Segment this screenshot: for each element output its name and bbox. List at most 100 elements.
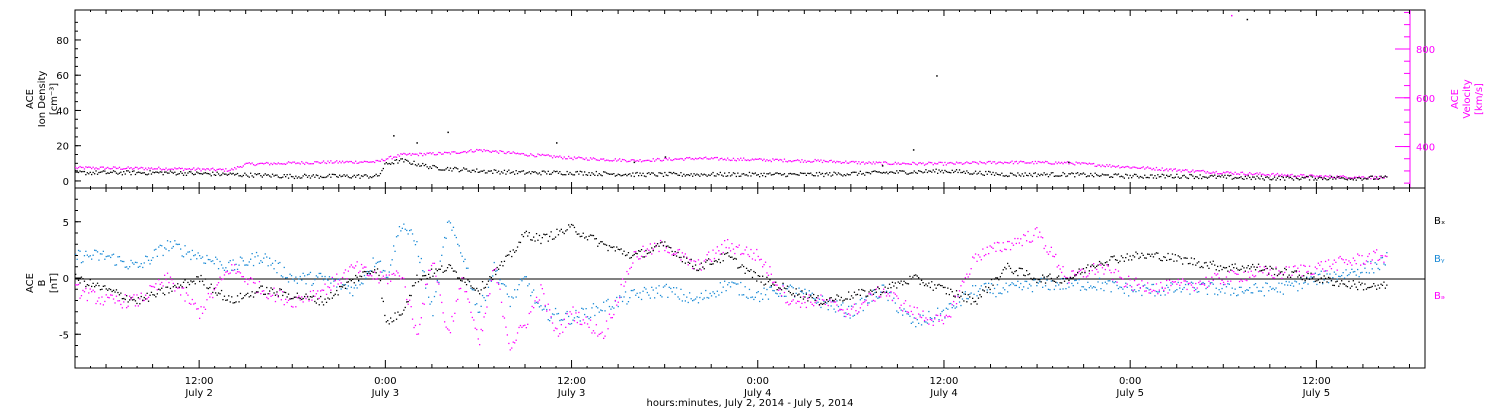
density-point	[624, 173, 627, 175]
density-point	[985, 170, 987, 173]
bz-point	[403, 277, 405, 280]
bx-point	[1011, 271, 1013, 273]
bx-point	[630, 256, 632, 259]
density-point	[435, 166, 437, 168]
density-point	[543, 170, 545, 172]
bx-point	[1112, 256, 1114, 258]
bz-point	[419, 323, 421, 326]
bx-point	[388, 323, 390, 325]
density-point	[209, 173, 211, 175]
bx-point	[1304, 280, 1306, 282]
bx-point	[772, 283, 774, 285]
density-point	[1297, 178, 1299, 180]
density-point	[1144, 174, 1146, 176]
bx-point	[331, 297, 333, 299]
density-point	[363, 174, 366, 176]
density-point	[1380, 175, 1382, 177]
bx-point	[220, 289, 223, 292]
density-point	[322, 176, 325, 179]
bz-point	[939, 314, 942, 317]
bx-point	[1066, 277, 1069, 280]
by-point	[1246, 289, 1248, 291]
bx-point	[737, 267, 739, 269]
bz-point	[398, 275, 401, 277]
velocity-point	[321, 161, 323, 164]
velocity-point	[718, 159, 720, 161]
density-point	[474, 171, 476, 173]
density-point	[1285, 176, 1287, 178]
density-point	[772, 174, 774, 176]
bz-point	[572, 306, 574, 308]
density-point	[621, 174, 624, 177]
velocity-point	[576, 157, 578, 159]
by-point	[972, 285, 974, 287]
by-point	[1222, 284, 1225, 286]
density-point	[867, 171, 869, 174]
velocity-point	[681, 158, 683, 160]
bz-point	[547, 303, 549, 305]
density-point	[1266, 176, 1268, 178]
bx-point	[619, 249, 621, 251]
bx-point	[588, 235, 590, 237]
bx-point	[481, 281, 484, 283]
density-point	[554, 171, 557, 173]
bx-point	[706, 259, 708, 262]
velocity-point	[1085, 162, 1088, 165]
bx-point	[287, 293, 290, 295]
density-point	[1027, 175, 1029, 177]
bx-point	[295, 296, 297, 298]
density-point	[585, 174, 587, 176]
density-point	[651, 172, 653, 174]
x-tick-time: 0:00	[374, 376, 396, 387]
density-point	[1339, 177, 1341, 179]
by-point	[245, 264, 247, 266]
velocity-point	[632, 159, 634, 161]
density-point	[429, 166, 431, 168]
velocity-point	[331, 162, 333, 164]
bz-point	[528, 312, 530, 315]
bz-point	[566, 313, 568, 315]
density-point	[161, 171, 163, 173]
velocity-point	[212, 167, 214, 169]
by-point	[512, 297, 514, 299]
velocity-point	[798, 159, 800, 162]
velocity-point	[722, 159, 724, 161]
density-point	[350, 177, 352, 179]
velocity-point	[986, 161, 988, 163]
density-point	[480, 170, 482, 172]
bx-point	[1313, 276, 1315, 278]
bx-point	[1053, 280, 1055, 282]
velocity-point	[1287, 174, 1289, 176]
velocity-point	[833, 160, 835, 162]
by-point	[600, 309, 602, 311]
density-point	[588, 172, 590, 174]
bx-point	[1224, 267, 1226, 269]
bx-point	[1179, 256, 1181, 258]
velocity-point	[680, 157, 682, 160]
velocity-point	[379, 160, 382, 162]
density-point	[896, 170, 898, 172]
bz-point	[1376, 249, 1378, 251]
bx-point	[550, 231, 552, 233]
bz-point	[339, 279, 341, 281]
velocity-point	[129, 167, 131, 170]
bx-point	[522, 235, 525, 238]
by-point	[1171, 283, 1174, 285]
density-point	[1314, 178, 1316, 180]
bz-point	[829, 298, 831, 301]
bz-point	[724, 240, 726, 242]
velocity-point	[1362, 176, 1365, 178]
velocity-point	[1234, 171, 1236, 173]
bz-point	[215, 287, 217, 289]
velocity-point	[538, 154, 541, 156]
by-point	[718, 294, 720, 296]
velocity-point	[512, 151, 514, 153]
bx-point	[355, 274, 357, 277]
bx-point	[928, 282, 930, 284]
bz-point	[1332, 263, 1334, 265]
bx-point	[939, 284, 942, 287]
bx-point	[560, 228, 562, 230]
velocity-point	[105, 167, 107, 169]
density-point	[393, 163, 395, 165]
density-point	[79, 170, 81, 172]
